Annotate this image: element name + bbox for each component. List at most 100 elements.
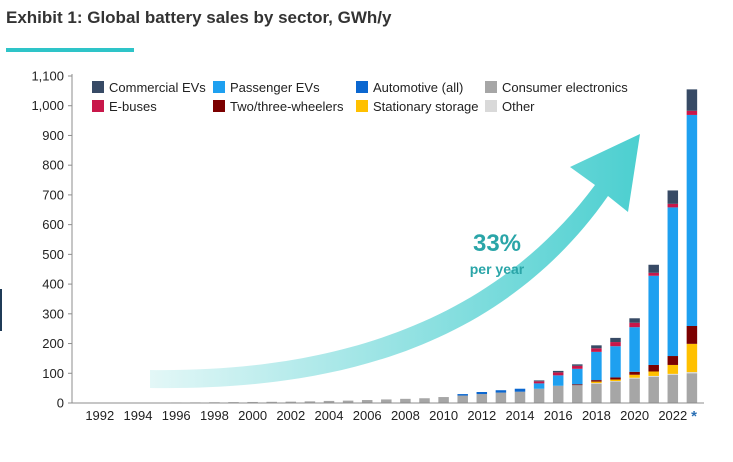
growth-arrow <box>150 134 640 389</box>
bar-segment <box>648 272 659 276</box>
bar-stack-2013 <box>495 390 507 403</box>
legend-swatch <box>356 100 368 112</box>
legend-item: Two/three-wheelers <box>213 99 344 114</box>
legend-label: Commercial EVs <box>109 80 206 95</box>
legend-label: Passenger EVs <box>230 80 320 95</box>
bar-stack-2011 <box>457 394 468 403</box>
bar-segment <box>629 322 640 328</box>
x-tick-label: 2004 <box>315 408 344 423</box>
bar-segment <box>629 327 640 372</box>
bar-stack-2019 <box>610 337 621 403</box>
legend-item: Other <box>485 99 535 114</box>
legend-item: Stationary storage <box>356 99 479 114</box>
bar-segment <box>591 383 602 384</box>
x-tick-label: 1998 <box>200 408 229 423</box>
y-tick-label: 0 <box>57 396 64 411</box>
legend-item: Automotive (all) <box>356 80 463 95</box>
legend-label: Consumer electronics <box>502 80 628 95</box>
x-tick-label: 2014 <box>506 408 535 423</box>
bar-segment <box>667 364 679 374</box>
bar-segment <box>610 342 621 347</box>
legend-item: Consumer electronics <box>485 80 628 95</box>
bar-segment <box>629 378 640 403</box>
y-tick-label: 300 <box>42 306 64 321</box>
bar-segment <box>572 364 583 366</box>
y-tick-label: 900 <box>42 128 64 143</box>
bar-segment <box>457 395 468 403</box>
bar-stack-2008 <box>400 398 411 403</box>
y-tick-label: 800 <box>42 158 64 173</box>
x-tick-label: 2012 <box>467 408 496 423</box>
bar-segment <box>514 388 526 392</box>
legend-label: Other <box>502 99 535 114</box>
bar-segment <box>533 383 545 389</box>
y-tick-label: 200 <box>42 336 64 351</box>
bar-segment <box>552 375 564 386</box>
bar-segment <box>495 392 507 403</box>
bar-segment <box>648 264 659 273</box>
footnote-marker: * <box>691 408 697 425</box>
bar-segment <box>667 207 679 357</box>
growth-rate-caption: per year <box>470 261 525 277</box>
chart-title: Exhibit 1: Global battery sales by secto… <box>6 8 392 27</box>
legend-item: Commercial EVs <box>92 80 206 95</box>
bar-segment <box>285 401 297 403</box>
growth-arrow-shape <box>150 134 640 389</box>
bar-segment <box>572 365 583 369</box>
bar-segment <box>552 370 564 373</box>
bar-segment <box>667 373 679 375</box>
bar-segment <box>686 89 698 111</box>
bar-stack-2006 <box>361 400 373 403</box>
y-tick-label: 400 <box>42 277 64 292</box>
bar-segment <box>610 379 621 382</box>
bar-segment <box>610 337 621 343</box>
bar-stack-2010 <box>438 397 449 403</box>
bar-segment <box>342 400 354 403</box>
x-tick-label: 2000 <box>238 408 267 423</box>
title-underline <box>6 48 134 52</box>
y-tick-label: 700 <box>42 187 64 202</box>
x-tick-label: 1994 <box>124 408 153 423</box>
x-axis: 1992 1994 1996 1998 2000 2002 2004 2006 2008 2010… <box>72 402 704 423</box>
bar-stack-2003 <box>304 401 316 403</box>
bar-stack-2001 <box>266 401 277 403</box>
bar-segment <box>648 375 659 377</box>
bar-segment <box>648 376 659 403</box>
bar-segment <box>419 398 430 403</box>
x-tick-label: 2022 <box>658 408 687 423</box>
legend-swatch <box>213 100 225 112</box>
bar-stack-2018 <box>591 345 602 403</box>
x-tick-label: 2008 <box>391 408 420 423</box>
bar-segment <box>400 398 411 403</box>
bar-segment <box>686 114 698 327</box>
bar-segment <box>629 318 640 323</box>
bar-segment <box>629 377 640 379</box>
x-tick-label: 2010 <box>429 408 458 423</box>
legend-swatch <box>485 81 497 93</box>
bar-segment <box>610 381 621 403</box>
bar-stack-2000 <box>247 401 258 403</box>
bar-segment <box>552 372 564 376</box>
bar-segment <box>591 348 602 352</box>
bar-segment <box>457 394 468 396</box>
bar-segment <box>552 385 564 403</box>
edge-marker <box>0 289 2 331</box>
bar-segment <box>610 377 621 380</box>
bar-segment <box>266 401 277 403</box>
growth-rate-label: 33% <box>473 230 521 257</box>
bar-segment <box>667 190 679 204</box>
bar-stack-2016 <box>552 370 564 403</box>
bar-stack-2012 <box>476 392 488 403</box>
bar-stack-2023 <box>686 89 698 403</box>
legend-label: E-buses <box>109 99 157 114</box>
x-tick-label: 2002 <box>276 408 305 423</box>
y-tick-label: 1,000 <box>31 98 64 113</box>
bar-stack-2009 <box>419 398 430 403</box>
x-tick-label: 2020 <box>620 408 649 423</box>
legend-swatch <box>92 100 104 112</box>
bar-stack-2021 <box>648 264 659 403</box>
bar-stack-2017 <box>572 364 583 403</box>
x-tick-label: 2006 <box>353 408 382 423</box>
bar-stack-2020 <box>629 318 640 403</box>
